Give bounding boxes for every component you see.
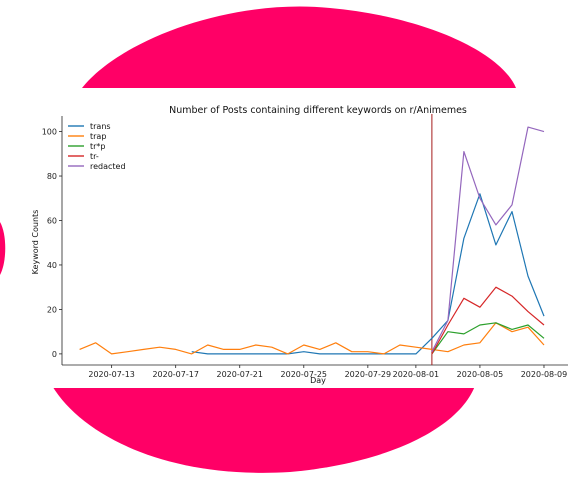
- x-tick-label: 2020-07-17: [152, 370, 199, 379]
- decorative-blob-top: [82, 6, 516, 88]
- x-axis-label: Day: [310, 376, 326, 385]
- series-line-redacted: [431, 126, 545, 352]
- x-tick-label: 2020-08-05: [457, 370, 504, 379]
- x-tick-label: 2020-08-01: [393, 370, 440, 379]
- decorative-blob-bottom: [46, 374, 478, 473]
- legend-label: tr-: [90, 152, 99, 161]
- x-tick-label: 2020-07-25: [281, 370, 328, 379]
- series-line-tr: [431, 286, 545, 355]
- y-tick-label: 100: [42, 128, 57, 137]
- figure-background: [38, 92, 578, 388]
- plot-area: 0 20 40 60 80 100 2020-07-13 2020-07-17 2020-07-…: [42, 114, 568, 379]
- y-tick-label: 40: [47, 261, 57, 270]
- decorative-blob-left: [0, 222, 6, 275]
- y-tick-label: 80: [47, 172, 57, 181]
- y-tick-label: 20: [47, 305, 57, 314]
- x-tick-label: 2020-08-09: [521, 370, 568, 379]
- legend-label: trans: [90, 122, 111, 131]
- chart-title: Number of Posts containing different key…: [169, 105, 467, 116]
- x-tick-label: 2020-07-29: [345, 370, 392, 379]
- y-tick-label: 60: [47, 216, 57, 225]
- y-tick-label: 0: [52, 350, 57, 359]
- series-line-trp: [431, 322, 545, 355]
- series-line-trans: [191, 193, 545, 355]
- series-line-trap: [79, 322, 545, 355]
- legend-label: redacted: [90, 162, 126, 171]
- x-tick-label: 2020-07-13: [88, 370, 135, 379]
- x-tick-label: 2020-07-21: [216, 370, 263, 379]
- legend-label: trap: [90, 132, 106, 141]
- legend-label: tr*p: [90, 142, 106, 151]
- y-axis-label: Keyword Counts: [31, 210, 40, 275]
